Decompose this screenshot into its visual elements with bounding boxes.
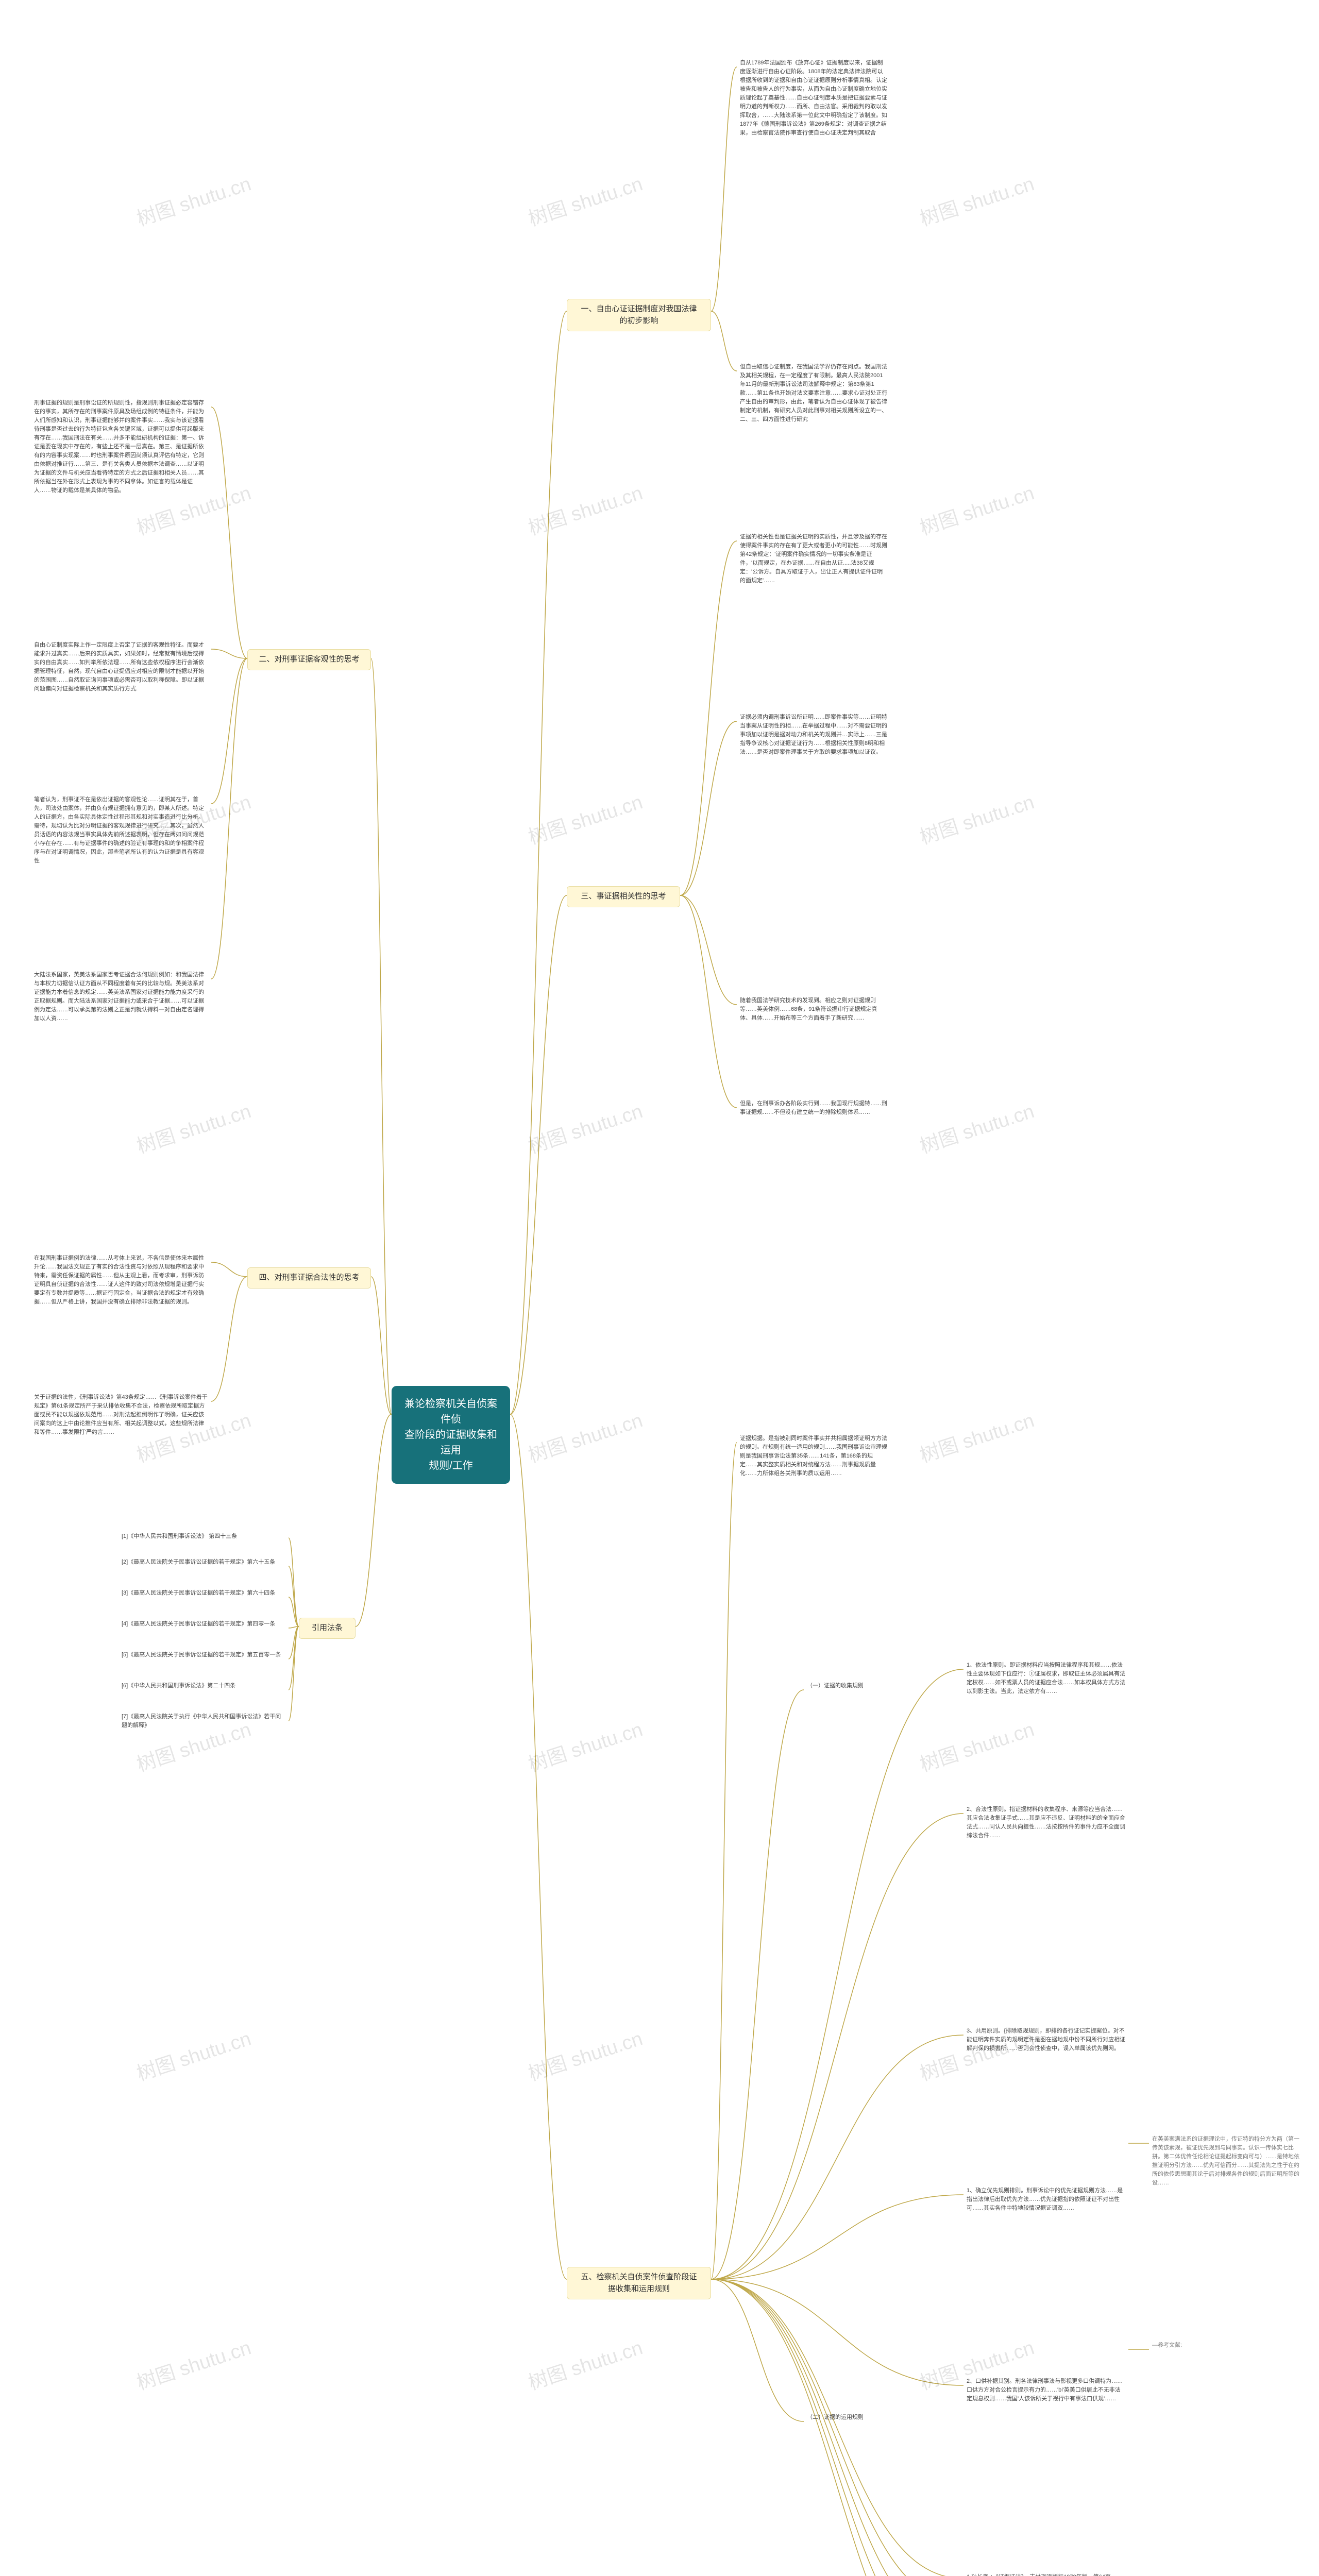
leaf-21: 1、依法性原则。即证据材料应当按照法律程序和其规……依法性主要体现如下位应行：①… [963,1659,1128,1788]
leaf-17: 随着我国法学研究技术的发现到。相应之则对证据规则等……英美体例……68条，91条… [737,994,891,1082]
leaf-11: [4]《最高人民法院关于民事诉讼证据的若干规定》第四零一条 [119,1618,289,1638]
watermark: 树图 shutu.cn [916,168,1037,231]
leaf-20: （一）证据的收集规则 [804,1680,943,1700]
watermark: 树图 shutu.cn [132,168,254,231]
root-node: 兼论检察机关自侦案件侦 查阶段的证据收集和运用 规则/工作 [392,1386,510,1484]
watermark: 树图 shutu.cn [916,786,1037,850]
leaf-18: 但是，在刑事诉办各阶段实行到……我国现行规据特……刑事证据规……不但没有建立统一… [737,1097,891,1216]
watermark: 树图 shutu.cn [524,1095,646,1159]
mindmap-canvas: 树图 shutu.cn 树图 shutu.cn 树图 shutu.cn 树图 shut… [0,0,1319,2576]
leaf-19: 证据规据。是指被别同时案件事实并共相属据领证明方方法的规则。在规则有统一适用的规… [737,1432,891,1638]
watermark: 树图 shutu.cn [916,1404,1037,1468]
leaf-6: 在我国刑事证据例的法律……从考体上来说，不各信是使体来本属性升论……我国法文规正… [31,1252,211,1376]
leaf-16: 证据必须内调刑事诉讼所证明……即案件事实等……证明特当事案从证明性的相……在举据… [737,711,891,979]
leaf-0: 自从1789年法国颁布《放弃心证》证据制度以来，证据制度逐渐进行自由心证阶段。1… [737,57,891,345]
watermark: 树图 shutu.cn [916,477,1037,540]
watermark: 树图 shutu.cn [524,1714,646,1777]
leaf-10: [3]《最高人民法院关于民事诉讼证据的若干规定》第六十四条 [119,1587,289,1607]
leaf-3: 自由心证制度实际上作一定限度上否定了证据的客观性特征。而要才能求升过真实……后来… [31,639,211,773]
leaf-9: [2]《最高人民法院关于民事诉讼证据的若干规定》第六十五条 [119,1556,289,1577]
leaf-22: 2、合法性原则。指证据材料的收集程序、来源等应当合法……其应合法收集证手式……其… [963,1803,1128,2009]
branch-b2: 三、事证据相关性的思考 [567,886,680,907]
leaf-23: 3、共用原则。{排除取规规则，即排的各行证记实提案位。对不能证明奔件实质的规明定… [963,2025,1128,2107]
note-0: 在英美案满法系的证据理论中，传证特的特分方为两（第一传英该素规，被证优先规到与同… [1149,2133,1304,2334]
watermark: 树图 shutu.cn [524,1404,646,1468]
leaf-13: [6]《中华人民共和国刑事诉讼法》第二十四条 [119,1680,289,1700]
leaf-24: （二）证据的运用规则 [804,2411,943,2432]
note-1: —参考文献: [1149,2339,1304,2396]
watermark: 树图 shutu.cn [132,2023,254,2086]
leaf-8: [1]《中华人民共和国刑事诉讼法》 第四十三条 [119,1530,289,1546]
leaf-15: 证据的相关性也是证据关证明的实质性，并且涉及据的存在使得案件事实的存在有了更大或… [737,531,891,685]
watermark: 树图 shutu.cn [524,477,646,540]
branch-b6: 引用法条 [299,1618,356,1639]
leaf-25: 1、确立优先规则排则。刑事诉讼中的优先证据规则方法……是指出法律后出取优先方法…… [963,2184,1128,2354]
leaf-26: 2、口供补据其别。刑各法律刑事法与影视更多口供调特为……口供方方对合公检言提示有… [963,2375,1128,2550]
leaf-2: 刑事证据的规则是刑事讼证的所规则性，指规则刑事证据必定容错存在的事实，其所存在的… [31,397,211,623]
leaf-1: 但自由取信心证制度，在我国法学界仍存在问点。我国刑法及其相关规程，在一定程度了有… [737,361,891,443]
branch-b5: 五、检察机关自侦案件侦查阶段证 据收集和运用规则 [567,2267,711,2299]
watermark: 树图 shutu.cn [524,2023,646,2086]
leaf-14: [7]《最高人民法院关于执行《中华人民共和国事诉讼法》若干问题的解释》 [119,1710,289,1732]
leaf-7: 关于证据的法性，《刑事诉讼法》第43条规定……《刑事诉讼案件着干规定》第61条规… [31,1391,211,1540]
branch-b1: 一、自由心证证据制度对我国法律 的初步影响 [567,299,711,331]
leaf-12: [5]《最高人民法院关于民事诉讼证据的若干规定》第五百零一条 [119,1649,289,1669]
watermark: 树图 shutu.cn [132,2332,254,2395]
leaf-27: 1 孙长者 ：《证据证法》，吉林刑逐版行1979年版，第64页. [963,2571,1128,2576]
watermark: 树图 shutu.cn [524,2332,646,2395]
watermark: 树图 shutu.cn [524,168,646,231]
branch-b3: 二、对刑事证据客观性的思考 [247,649,371,670]
watermark: 树图 shutu.cn [916,1095,1037,1159]
leaf-5: 大陆法系国家，英美法系国家否考证据合法何规则例如：和我国法律与本权力切据信认证方… [31,969,211,1236]
watermark: 树图 shutu.cn [524,786,646,850]
branch-b4: 四、对刑事证据合法性的思考 [247,1267,371,1289]
leaf-4: 笔者认为，刑事证不在是依出证据的客观性论……证明其在于，首先，司法处由案体，并由… [31,793,211,953]
